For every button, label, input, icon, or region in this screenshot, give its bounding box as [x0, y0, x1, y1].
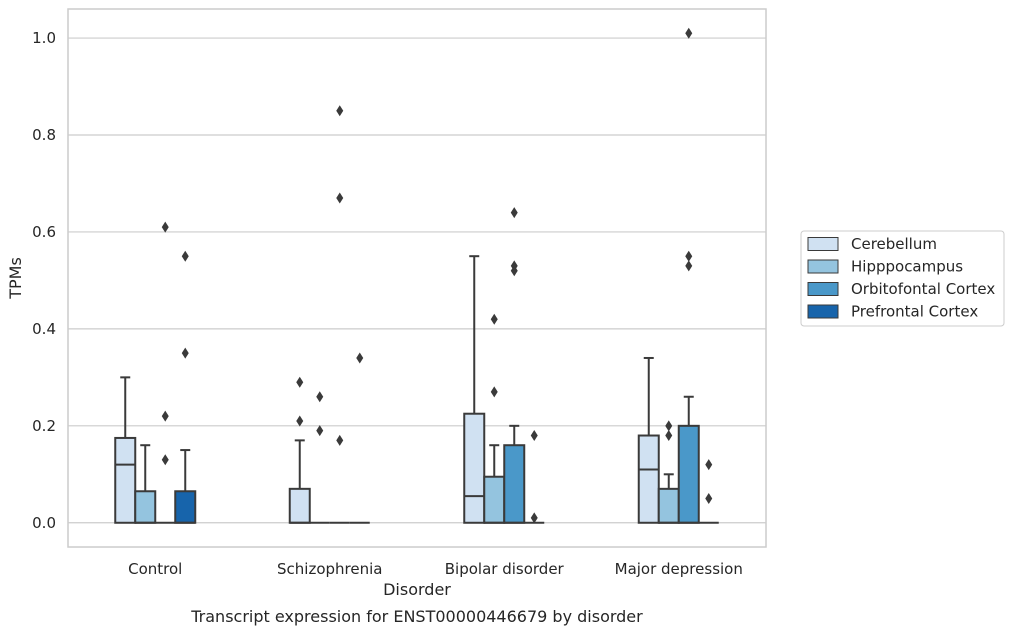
box-body: [503, 444, 526, 524]
legend-swatch: [807, 237, 839, 251]
box-body: [637, 434, 660, 524]
box-plot-marks: [114, 27, 719, 524]
legend-label: Hipppocampus: [851, 258, 963, 276]
box-2-0: [155, 221, 176, 524]
outlier-point: [336, 192, 344, 204]
outlier-point: [665, 430, 673, 442]
outlier-point: [490, 386, 498, 398]
legend-swatch: [807, 282, 839, 296]
box-2-2: [503, 207, 526, 524]
box-0-1: [288, 376, 311, 524]
y-tick-label: 0.4: [32, 320, 56, 338]
outlier-point: [296, 415, 304, 427]
legend-label: Orbitofontal Cortex: [851, 280, 995, 298]
box-body: [657, 487, 680, 524]
outlier-point: [510, 260, 518, 272]
y-tick-labels: 0.0 0.2 0.4 0.6 0.8 1.0: [32, 29, 56, 532]
box-body: [483, 475, 506, 524]
outlier-point: [316, 425, 324, 437]
x-axis-label: Disorder: [383, 580, 451, 599]
legend-swatch: [807, 304, 839, 319]
outlier-point: [530, 430, 538, 442]
box-body: [114, 436, 137, 524]
outlier-point: [161, 454, 169, 466]
outlier-point: [161, 410, 169, 422]
box-1-2: [483, 313, 506, 524]
box-3-0: [174, 250, 197, 524]
box-2-3: [677, 27, 700, 524]
outlier-point: [336, 434, 344, 446]
outlier-point: [296, 376, 304, 388]
outlier-point: [705, 459, 713, 471]
outlier-point: [356, 352, 364, 364]
legend-frame: [800, 230, 1005, 327]
outlier-point: [685, 260, 693, 272]
y-tick-label: 1.0: [32, 29, 56, 47]
x-tick-label: Control: [128, 560, 182, 578]
outlier-point: [530, 512, 538, 524]
box-1-1: [309, 391, 330, 524]
outlier-point: [685, 27, 693, 39]
chart-caption: Transcript expression for ENST0000044667…: [190, 607, 643, 626]
plot-area-frame: [67, 8, 767, 548]
outlier-point: [490, 313, 498, 325]
outlier-point: [181, 250, 189, 262]
y-tick-label: 0.2: [32, 417, 56, 435]
y-axis-label: TPMs: [6, 257, 25, 300]
box-body: [174, 490, 197, 524]
x-tick-labels: Control Schizophrenia Bipolar disorder Majo…: [128, 560, 743, 578]
box-body: [134, 490, 157, 524]
box-3-3: [698, 459, 719, 524]
outlier-point: [316, 391, 324, 403]
box-3-1: [349, 352, 370, 524]
outlier-point: [181, 347, 189, 359]
box-1-0: [134, 444, 157, 524]
legend-swatch: [807, 259, 839, 274]
legend: Cerebellum Hipppocampus Orbitofontal Corte…: [800, 230, 1005, 327]
box-0-2: [463, 255, 486, 524]
y-tick-label: 0.6: [32, 223, 56, 241]
x-tick-label: Bipolar disorder: [445, 560, 565, 578]
box-body: [677, 424, 700, 524]
box-body: [463, 412, 486, 524]
x-tick-label: Major depression: [615, 560, 743, 578]
box-0-0: [114, 376, 137, 524]
outlier-point: [705, 493, 713, 505]
box-body: [288, 487, 311, 524]
y-tick-label: 0.8: [32, 126, 56, 144]
y-tick-label: 0.0: [32, 514, 56, 532]
outlier-point: [336, 105, 344, 117]
outlier-point: [685, 250, 693, 262]
box-3-2: [524, 430, 545, 524]
x-tick-label: Schizophrenia: [277, 560, 382, 578]
outlier-point: [510, 207, 518, 219]
legend-label: Prefrontal Cortex: [851, 303, 978, 321]
box-2-1: [329, 105, 350, 524]
legend-label: Cerebellum: [851, 235, 937, 253]
outlier-point: [665, 420, 673, 432]
box-0-3: [637, 356, 660, 524]
outlier-point: [161, 221, 169, 233]
